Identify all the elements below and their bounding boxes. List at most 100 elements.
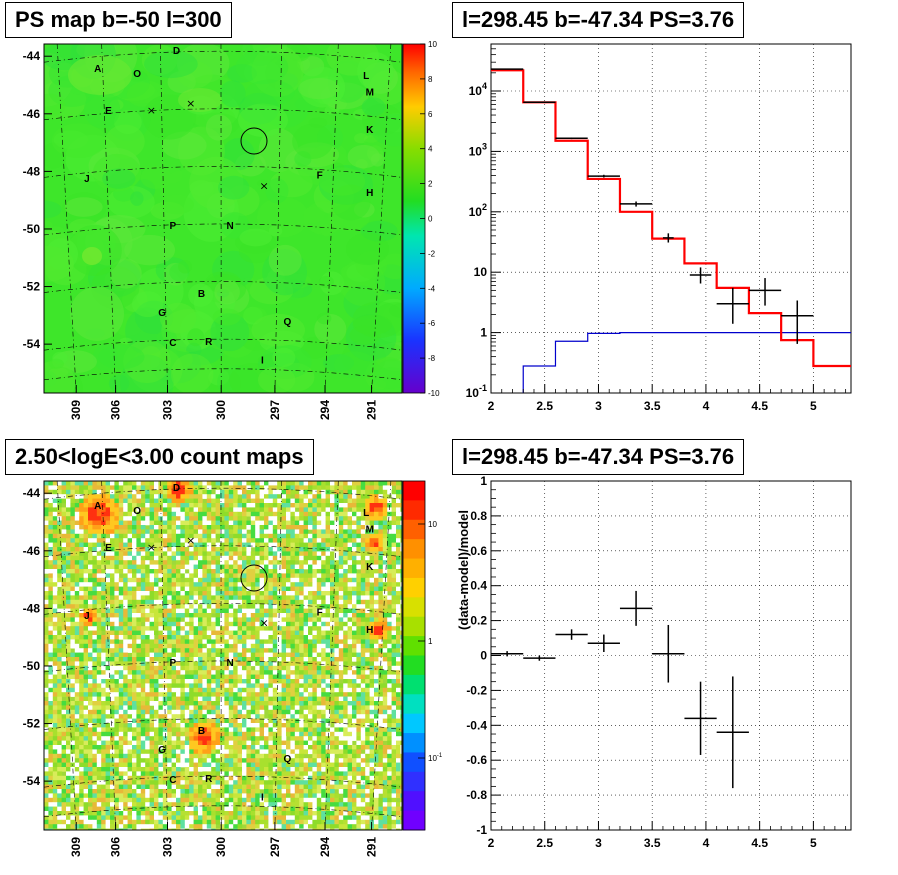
count-pixel	[83, 533, 89, 539]
count-pixel	[154, 564, 159, 570]
count-pixel	[365, 657, 370, 662]
count-pixel	[220, 569, 225, 574]
count-pixel	[220, 670, 225, 675]
count-pixel	[343, 533, 348, 539]
count-pixel	[308, 652, 313, 658]
count-pixel	[303, 687, 309, 693]
count-pixel	[286, 586, 291, 592]
count-pixel	[250, 648, 256, 653]
count-pixel	[145, 692, 150, 697]
count-pixel	[312, 494, 318, 499]
y-tick-label: -48	[23, 164, 41, 178]
count-pixel	[92, 511, 98, 517]
count-pixel	[316, 670, 322, 675]
count-pixel	[400, 533, 402, 539]
count-pixel	[215, 723, 221, 728]
count-pixel	[268, 494, 274, 499]
count-pixel	[154, 714, 159, 719]
count-pixel	[277, 657, 282, 662]
count-pixel	[242, 511, 247, 517]
count-pixel	[105, 661, 111, 667]
count-pixel	[215, 564, 221, 570]
count-pixel	[259, 582, 265, 587]
count-pixel	[180, 586, 186, 592]
count-pixel	[52, 630, 58, 636]
count-pixel	[198, 573, 203, 579]
count-pixel	[101, 551, 106, 557]
count-pixel	[105, 643, 111, 649]
count-pixel	[391, 560, 397, 565]
count-pixel	[176, 626, 181, 631]
count-pixel	[176, 696, 181, 702]
count-pixel	[136, 577, 142, 583]
count-pixel	[378, 586, 384, 592]
count-pixel	[57, 714, 62, 719]
count-pixel	[167, 595, 172, 601]
count-pixel	[149, 674, 155, 680]
map-texture-blob	[292, 123, 334, 159]
count-pixel	[400, 709, 402, 715]
count-pixel	[171, 573, 177, 579]
count-pixel	[136, 498, 142, 504]
count-pixel	[228, 564, 234, 570]
count-pixel	[127, 573, 133, 579]
count-pixel	[114, 665, 120, 671]
count-pixel	[312, 573, 318, 579]
count-pixel	[48, 683, 54, 689]
count-pixel	[44, 630, 49, 636]
count-pixel	[281, 591, 287, 596]
count-pixel	[79, 586, 84, 592]
count-pixel	[118, 709, 124, 715]
count-pixel	[171, 639, 177, 645]
count-pixel	[378, 643, 384, 649]
count-pixel	[387, 731, 392, 737]
count-pixel	[92, 494, 98, 499]
count-pixel	[290, 630, 296, 636]
count-pixel	[92, 696, 98, 702]
count-pixel	[387, 489, 392, 495]
count-pixel	[246, 727, 252, 733]
count-pixel	[79, 529, 84, 535]
count-pixel	[167, 621, 172, 627]
count-pixel	[44, 529, 49, 535]
count-pixel	[145, 613, 150, 618]
count-pixel	[264, 538, 269, 543]
count-pixel	[303, 705, 309, 711]
count-pixel	[360, 577, 366, 583]
count-pixel	[70, 604, 76, 609]
count-pixel	[215, 511, 221, 517]
count-pixel	[343, 621, 348, 627]
count-pixel	[57, 498, 62, 504]
count-pixel	[176, 723, 181, 728]
count-pixel	[145, 481, 150, 486]
count-pixel	[303, 494, 309, 499]
count-pixel	[149, 516, 155, 521]
count-pixel	[290, 670, 296, 675]
count-pixel	[374, 621, 379, 627]
count-pixel	[387, 577, 392, 583]
count-pixel	[242, 674, 247, 680]
count-pixel	[171, 696, 177, 702]
count-pixel	[83, 723, 89, 728]
count-pixel	[83, 586, 89, 592]
count-pixel	[44, 701, 49, 706]
count-pixel	[391, 577, 397, 583]
count-pixel	[92, 542, 98, 548]
count-pixel	[48, 626, 54, 631]
count-pixel	[316, 674, 322, 680]
count-pixel	[123, 564, 128, 570]
count-pixel	[259, 485, 265, 491]
count-pixel	[162, 586, 168, 592]
count-pixel	[391, 542, 397, 548]
count-pixel	[396, 564, 401, 570]
count-pixel	[105, 701, 111, 706]
count-pixel	[400, 670, 402, 675]
count-pixel	[79, 608, 84, 614]
count-pixel	[92, 573, 98, 579]
count-pixel	[264, 639, 269, 645]
count-pixel	[88, 648, 93, 653]
count-pixel	[66, 621, 71, 627]
count-pixel	[202, 525, 208, 530]
count-pixel	[83, 529, 89, 535]
count-pixel	[140, 608, 146, 614]
